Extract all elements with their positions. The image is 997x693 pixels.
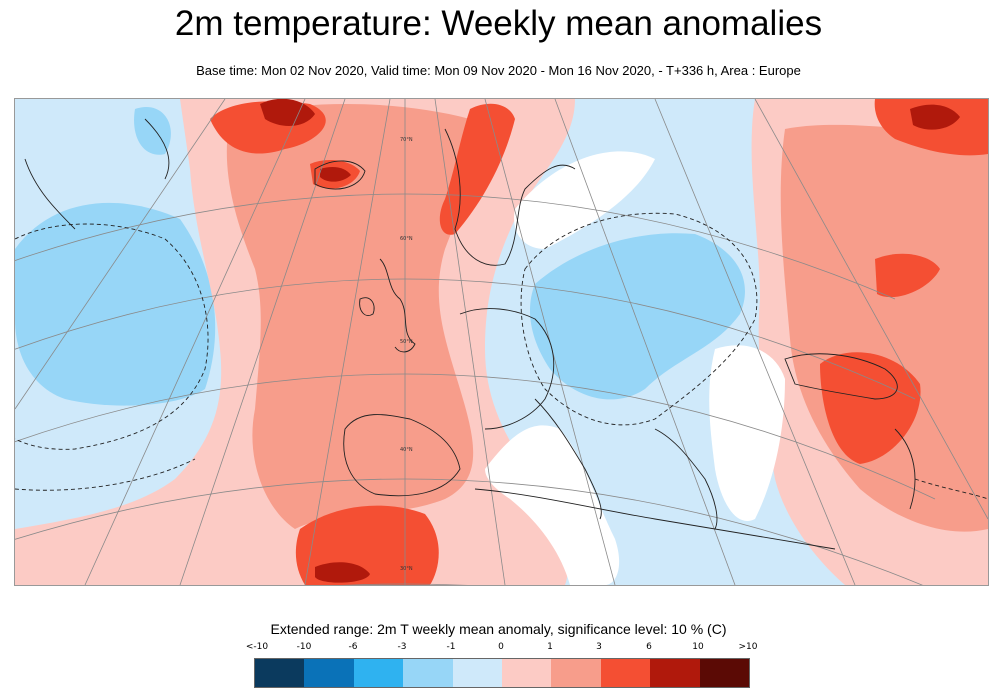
coastlines — [24, 118, 916, 550]
legend-color-bar — [254, 658, 750, 688]
page-subtitle: Base time: Mon 02 Nov 2020, Valid time: … — [196, 63, 801, 78]
legend-tick: -3 — [397, 642, 407, 652]
lat-label-40n: 40°N — [400, 447, 413, 453]
lat-label-70n: 70°N — [400, 137, 413, 143]
legend-tick: 10 — [692, 642, 704, 652]
northeast-very-strong-warm-anomaly — [910, 104, 960, 130]
legend-swatch — [502, 659, 552, 687]
balkan-neutral-band — [709, 345, 785, 521]
legend-swatch — [353, 659, 404, 687]
russia-strong-warm-anomaly — [875, 253, 940, 298]
scandinavia-warm-anomaly — [439, 103, 515, 235]
baltic-neutral-band — [514, 151, 655, 249]
legend-title: Extended range: 2m T weekly mean anomaly… — [270, 621, 727, 637]
greenland-strong-warm-anomaly — [260, 99, 315, 126]
legend-swatch — [650, 659, 700, 687]
legend-swatch — [452, 659, 503, 687]
legend-tick: 3 — [596, 642, 602, 652]
atlantic-europe-warm-core — [226, 104, 475, 529]
legend-swatch — [255, 659, 305, 687]
lat-label-30n: 30°N — [400, 566, 413, 572]
anomaly-map: 70°N 60°N 50°N 40°N 30°N — [14, 98, 989, 586]
legend-tick: -6 — [348, 642, 358, 652]
legend-tick: >10 — [738, 642, 758, 652]
legend-ticks: <-10 -10 -6 -3 -1 0 1 3 6 10 >10 — [0, 642, 997, 656]
significance-contours — [15, 212, 988, 500]
legend-swatch — [600, 659, 651, 687]
legend-swatch — [403, 659, 453, 687]
iceland-strong-warm-anomaly — [320, 167, 351, 182]
arctic-cold-patch — [134, 107, 171, 155]
atlantic-cold-anomaly — [15, 202, 216, 406]
legend-tick: -1 — [446, 642, 456, 652]
legend-swatch — [699, 659, 750, 687]
latitude-labels: 70°N 60°N 50°N 40°N 30°N — [400, 137, 413, 572]
anomaly-map-svg: 70°N 60°N 50°N 40°N 30°N — [15, 99, 988, 585]
page-title: 2m temperature: Weekly mean anomalies — [174, 4, 823, 43]
north-africa-very-strong-warm-anomaly — [315, 562, 370, 583]
central-europe-cold-anomaly — [530, 233, 745, 400]
legend-swatch — [304, 659, 354, 687]
lat-label-60n: 60°N — [400, 236, 413, 242]
legend-swatch — [551, 659, 601, 687]
legend-tick: 6 — [646, 642, 652, 652]
lat-label-50n: 50°N — [400, 339, 413, 345]
legend-tick: <-10 — [245, 642, 269, 652]
map-graticule — [15, 99, 988, 585]
legend-tick: 0 — [498, 642, 504, 652]
legend-tick: -10 — [296, 642, 312, 652]
legend-tick: 1 — [547, 642, 553, 652]
mediterranean-neutral-band — [485, 425, 620, 585]
